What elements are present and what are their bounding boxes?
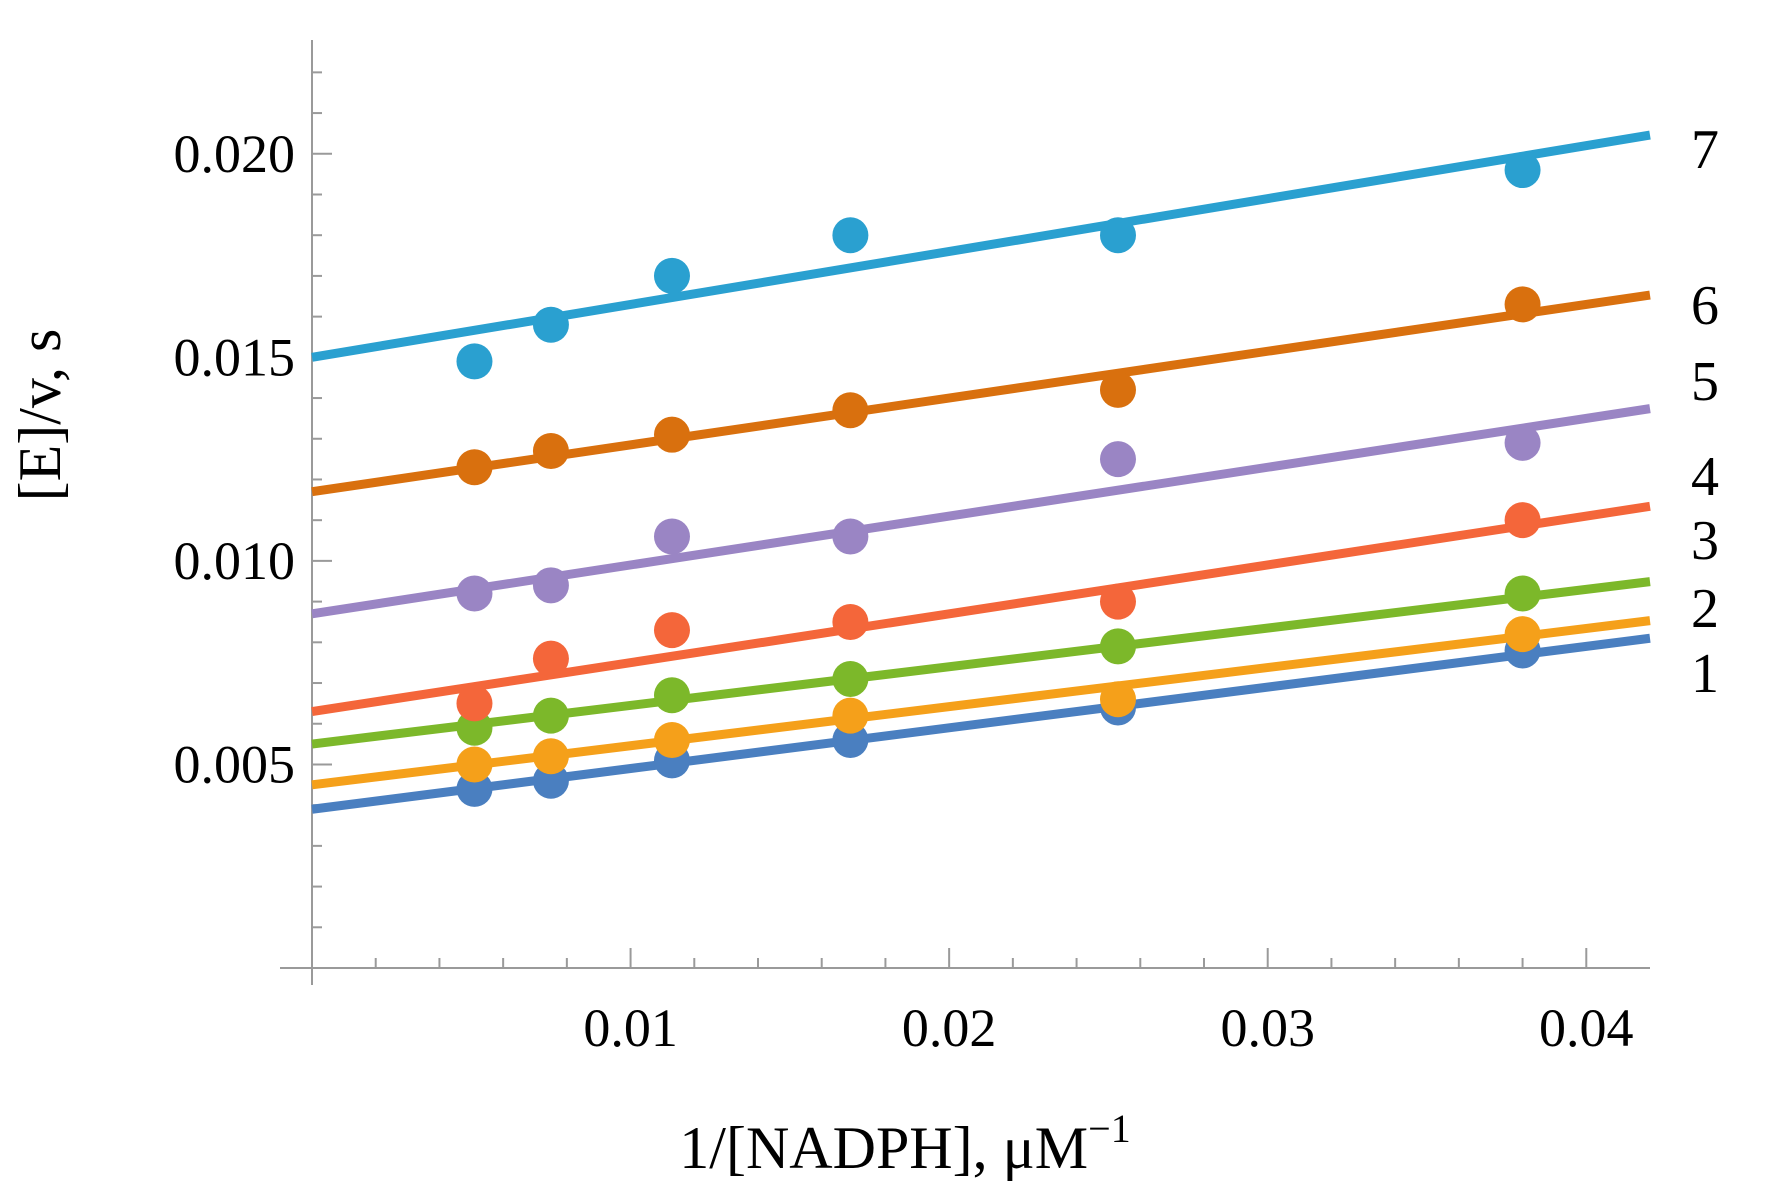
series-label-5: 5 bbox=[1691, 351, 1719, 413]
data-point-series-7 bbox=[832, 217, 869, 254]
data-point-series-7 bbox=[532, 306, 569, 343]
data-point-series-7 bbox=[456, 343, 493, 380]
fit-line-series-5 bbox=[311, 404, 1651, 619]
data-point-series-2 bbox=[1099, 681, 1136, 718]
y-tick-label: 0.010 bbox=[174, 531, 296, 591]
fit-line-series-4 bbox=[311, 501, 1651, 716]
x-tick-label: 0.01 bbox=[583, 998, 678, 1058]
data-point-series-6 bbox=[1504, 286, 1541, 323]
data-point-series-5 bbox=[456, 575, 493, 612]
y-axis-title: [E]/v, s bbox=[7, 329, 73, 502]
x-tick-label: 0.02 bbox=[902, 998, 997, 1058]
data-point-series-5 bbox=[1504, 424, 1541, 461]
data-point-series-2 bbox=[832, 697, 869, 734]
y-tick-label: 0.015 bbox=[174, 327, 296, 387]
data-point-series-3 bbox=[832, 660, 869, 697]
series-label-7: 7 bbox=[1691, 119, 1719, 181]
data-point-series-2 bbox=[1504, 616, 1541, 653]
data-point-series-5 bbox=[1099, 441, 1136, 478]
data-point-series-7 bbox=[1504, 152, 1541, 189]
y-tick-label: 0.020 bbox=[174, 124, 296, 184]
data-point-series-4 bbox=[832, 603, 869, 640]
data-point-series-7 bbox=[653, 257, 690, 294]
series-label-2: 2 bbox=[1691, 578, 1719, 640]
data-points bbox=[456, 152, 1541, 807]
data-point-series-3 bbox=[653, 677, 690, 714]
x-tick-label: 0.04 bbox=[1539, 998, 1634, 1058]
series-label-6: 6 bbox=[1691, 275, 1719, 337]
data-point-series-6 bbox=[832, 392, 869, 429]
data-point-series-6 bbox=[1099, 371, 1136, 408]
data-point-series-3 bbox=[532, 697, 569, 734]
data-point-series-5 bbox=[653, 518, 690, 555]
series-label-4: 4 bbox=[1691, 446, 1719, 508]
data-point-series-2 bbox=[456, 746, 493, 783]
data-point-series-6 bbox=[653, 416, 690, 453]
axes: 0.01 0.02 0.03 0.04 0.005 0.010 0.015 0.020 bbox=[174, 40, 1650, 1058]
y-tick-label: 0.005 bbox=[174, 734, 296, 794]
data-point-series-3 bbox=[1504, 575, 1541, 612]
series-label-3: 3 bbox=[1691, 510, 1719, 572]
x-tick-label: 0.03 bbox=[1220, 998, 1315, 1058]
fit-line-series-2 bbox=[311, 616, 1651, 790]
data-point-series-6 bbox=[532, 432, 569, 469]
data-point-series-4 bbox=[532, 640, 569, 677]
fit-lines bbox=[311, 130, 1651, 814]
data-point-series-4 bbox=[1099, 583, 1136, 620]
data-point-series-5 bbox=[832, 518, 869, 555]
data-point-series-4 bbox=[456, 685, 493, 722]
data-point-series-3 bbox=[1099, 628, 1136, 665]
data-point-series-6 bbox=[456, 449, 493, 486]
series-label-1: 1 bbox=[1691, 643, 1719, 705]
x-axis-title-superscript: −1 bbox=[1088, 1106, 1131, 1151]
data-point-series-2 bbox=[653, 722, 690, 759]
x-axis-title: 1/[NADPH], μM−1 bbox=[679, 1106, 1130, 1181]
data-point-series-4 bbox=[653, 612, 690, 649]
data-point-series-2 bbox=[532, 738, 569, 775]
x-axis-title-text: 1/[NADPH], μM bbox=[679, 1115, 1088, 1181]
data-point-series-7 bbox=[1099, 217, 1136, 254]
data-point-series-4 bbox=[1504, 502, 1541, 539]
data-point-series-5 bbox=[532, 567, 569, 604]
